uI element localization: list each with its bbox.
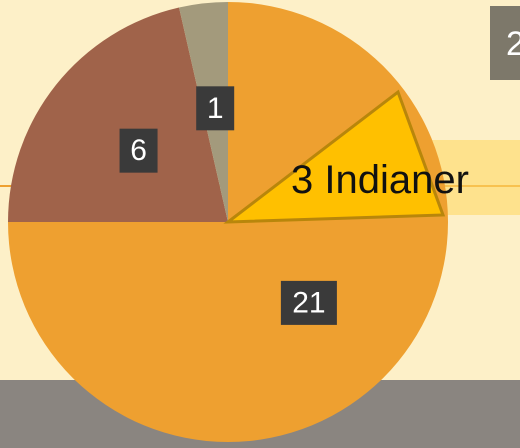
slide: 2 3 Indianer 21 6 1 xyxy=(0,0,520,448)
page: 2 3 Indianer 2161 (() => { const data = … xyxy=(0,0,520,448)
value-label: 1 xyxy=(207,92,224,125)
annotation: 3 Indianer xyxy=(291,158,469,202)
value-label: 21 xyxy=(292,286,325,319)
value-label: 6 xyxy=(130,134,147,167)
corner-label: 2 xyxy=(506,25,520,63)
